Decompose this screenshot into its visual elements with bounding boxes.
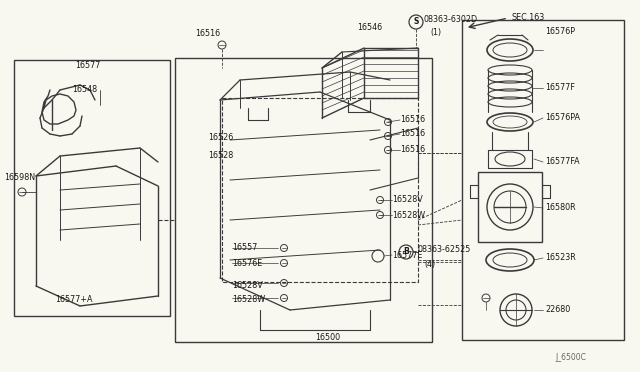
Text: 08363-62525: 08363-62525	[418, 246, 472, 254]
Bar	[14, 60, 170, 316]
Text: 16576E: 16576E	[232, 259, 262, 267]
Text: 16577FA: 16577FA	[545, 157, 580, 167]
Bar	[222, 98, 418, 282]
Text: 16577: 16577	[75, 61, 100, 70]
Text: 16516: 16516	[195, 29, 220, 38]
Text: 16576P: 16576P	[545, 28, 575, 36]
Text: 08363-6302D: 08363-6302D	[424, 16, 478, 25]
Text: 16528W: 16528W	[392, 211, 425, 219]
Text: 16546: 16546	[357, 23, 382, 32]
Text: 16576PA: 16576PA	[545, 113, 580, 122]
Text: 16528W: 16528W	[232, 295, 265, 305]
Text: S: S	[413, 17, 419, 26]
Text: 16516: 16516	[400, 115, 425, 125]
Text: 22680: 22680	[545, 305, 570, 314]
Text: 16577F: 16577F	[545, 83, 575, 93]
Text: 16577+A: 16577+A	[55, 295, 93, 305]
Text: SEC.163: SEC.163	[512, 13, 545, 22]
Text: 16500: 16500	[315, 334, 340, 343]
Text: 16516: 16516	[400, 129, 425, 138]
Text: (4): (4)	[424, 260, 435, 269]
Bar	[175, 58, 432, 342]
Text: 16516: 16516	[400, 145, 425, 154]
Text: 16528V: 16528V	[232, 280, 263, 289]
Text: 16580R: 16580R	[545, 203, 575, 212]
Text: 16528V: 16528V	[392, 196, 423, 205]
Bar	[462, 20, 624, 340]
Text: 16526: 16526	[208, 134, 233, 142]
Text: (1): (1)	[430, 29, 441, 38]
Text: 16548: 16548	[72, 86, 97, 94]
Text: 16577E: 16577E	[392, 250, 422, 260]
Text: 16557: 16557	[232, 244, 257, 253]
Text: J_6500C: J_6500C	[555, 353, 586, 362]
Text: B: B	[403, 247, 409, 257]
Bar	[478, 172, 542, 242]
Text: 16598N: 16598N	[4, 173, 35, 183]
Text: 16523R: 16523R	[545, 253, 576, 263]
Text: 16528: 16528	[208, 151, 233, 160]
